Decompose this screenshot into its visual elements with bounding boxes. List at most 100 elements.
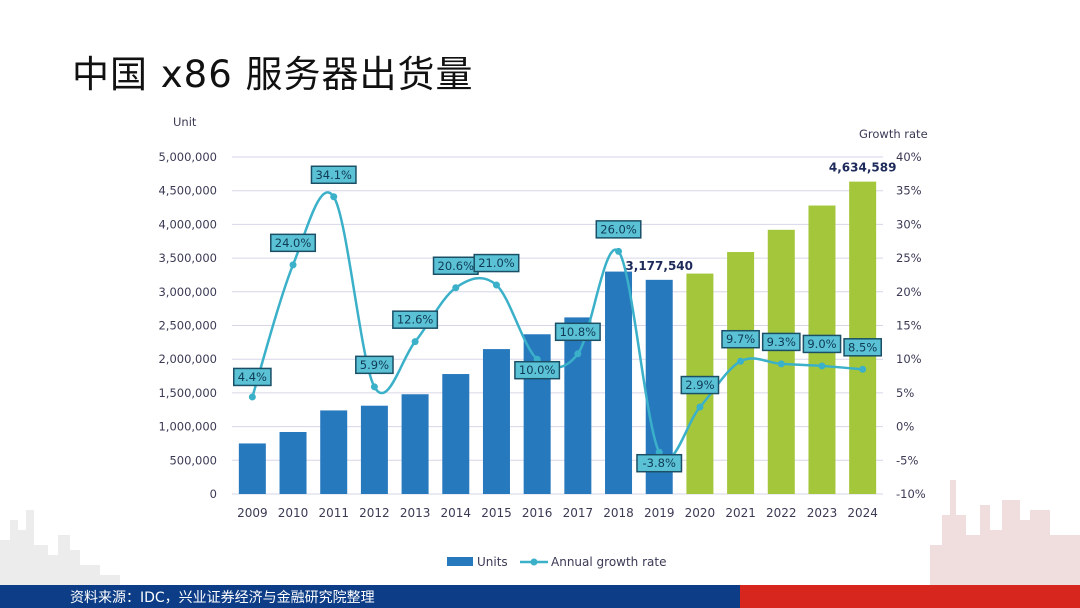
bar-units-2018 — [605, 271, 633, 494]
growth-rate-point-2013 — [411, 338, 419, 346]
right-axis-tick-label: 20% — [896, 285, 922, 299]
x-axis-tick-label: 2010 — [278, 506, 309, 520]
growth-rate-label: 9.7% — [726, 332, 755, 346]
x-axis-tick-label: 2015 — [481, 506, 512, 520]
x-axis-tick-label: 2013 — [400, 506, 431, 520]
bar-units-2013 — [401, 394, 429, 494]
growth-rate-label: 10.8% — [560, 325, 597, 339]
bar-units-2012 — [360, 405, 388, 494]
growth-rate-point-2012 — [370, 383, 378, 391]
growth-rate-label: 12.6% — [397, 313, 434, 327]
skyline-right-decoration — [930, 480, 1080, 585]
x-axis-tick-label: 2021 — [725, 506, 756, 520]
left-axis-tick-label: 2,500,000 — [158, 319, 217, 333]
x-axis-tick-label: 2017 — [563, 506, 594, 520]
growth-rate-point-2020 — [696, 403, 704, 411]
growth-rate-label-box — [392, 310, 439, 329]
growth-rate-point-2017 — [574, 350, 582, 358]
bar-units-2009 — [238, 443, 266, 494]
right-axis-tick-label: -10% — [896, 487, 926, 501]
growth-rate-point-2018 — [615, 247, 623, 255]
growth-rate-label: 9.3% — [767, 335, 796, 349]
x-axis-tick-label: 2009 — [237, 506, 268, 520]
growth-rate-point-2024 — [859, 365, 867, 373]
growth-rate-point-2023 — [818, 362, 826, 370]
growth-rate-point-2015 — [492, 281, 500, 289]
right-axis-tick-label: 10% — [896, 352, 922, 366]
growth-rate-point-2009 — [248, 393, 256, 401]
growth-rate-label: 34.1% — [315, 168, 352, 182]
growth-rate-label-box — [355, 355, 394, 375]
right-axis-tick-label: 0% — [896, 420, 914, 434]
source-note: 资料来源：IDC，兴业证券经济与金融研究院整理 — [70, 590, 375, 606]
growth-rate-label: -3.8% — [643, 456, 676, 470]
left-axis-tick-label: 2,000,000 — [158, 352, 217, 366]
bar-units-2021 — [727, 252, 755, 494]
growth-rate-label-box — [843, 338, 883, 357]
growth-rate-point-2022 — [777, 360, 785, 368]
growth-rate-label: 10.0% — [519, 363, 556, 377]
skyline-left-decoration — [0, 510, 120, 585]
bar-units-2024 — [849, 181, 877, 494]
growth-rate-point-2010 — [289, 261, 297, 269]
bar-units-2015 — [482, 349, 510, 494]
x-axis-tick-label: 2011 — [318, 506, 349, 520]
growth-rate-label: 26.0% — [600, 222, 637, 236]
legend-units-label: Units — [477, 555, 508, 569]
growth-rate-label-box — [761, 332, 801, 352]
x-axis-tick-label: 2023 — [807, 506, 838, 520]
right-axis-tick-label: 35% — [896, 184, 922, 198]
growth-rate-label: 4.4% — [238, 370, 267, 384]
growth-rate-label-box — [802, 334, 842, 354]
x-axis-tick-label: 2014 — [441, 506, 472, 520]
x-axis-tick-label: 2024 — [847, 506, 878, 520]
growth-rate-label: 9.0% — [807, 337, 836, 351]
bar-units-2017 — [564, 317, 592, 494]
x-axis-tick-label: 2020 — [685, 506, 716, 520]
right-axis-tick-label: 25% — [896, 251, 922, 265]
growth-rate-label-box — [514, 360, 561, 380]
growth-rate-point-2011 — [330, 193, 338, 201]
x-axis-tick-label: 2022 — [766, 506, 797, 520]
growth-rate-label: 8.5% — [848, 340, 877, 354]
x-axis-tick-label: 2012 — [359, 506, 390, 520]
growth-rate-label-box — [270, 233, 317, 253]
left-axis-tick-label: 4,500,000 — [158, 184, 217, 198]
footer-accent-bar — [740, 585, 1080, 608]
right-axis-title: Growth rate — [859, 127, 928, 141]
growth-rate-label: 24.0% — [275, 236, 312, 250]
growth-rate-label-box — [473, 253, 520, 273]
bar-units-2014 — [442, 374, 470, 494]
bar-units-2011 — [320, 410, 348, 494]
left-axis-title: Unit — [173, 115, 197, 129]
growth-rate-label-box — [310, 165, 357, 185]
left-axis-tick-label: 1,500,000 — [158, 386, 217, 400]
chart-area: 0 500,000 1,000,000 1,500,000 2,000,000 2,500… — [158, 115, 928, 569]
growth-rate-label-box — [721, 329, 760, 349]
left-axis-tick-label: 1,000,000 — [158, 420, 217, 434]
left-axis-tick-label: 0 — [210, 487, 217, 501]
growth-rate-label-box — [636, 453, 683, 473]
x-axis-tick-label: 2019 — [644, 506, 675, 520]
left-axis-tick-label: 5,000,000 — [158, 150, 217, 164]
right-axis-tick-label: 15% — [896, 319, 922, 333]
right-axis-tick-label: -5% — [896, 453, 918, 467]
growth-rate-label: 5.9% — [360, 358, 389, 372]
bar-value-label: 4,634,589 — [829, 161, 897, 175]
growth-rate-label-box — [232, 367, 272, 387]
growth-rate-label-box — [680, 375, 720, 395]
x-axis-tick-label: 2016 — [522, 506, 553, 520]
left-axis-tick-label: 3,500,000 — [158, 251, 217, 265]
growth-rate-point-2014 — [452, 284, 460, 292]
growth-rate-label: 2.9% — [685, 378, 714, 392]
growth-rate-label-box — [554, 322, 601, 342]
left-axis-tick-label: 3,000,000 — [158, 285, 217, 299]
growth-rate-label: 21.0% — [478, 256, 515, 270]
page-title: 中国 x86 服务器出货量 — [72, 53, 474, 96]
right-axis-tick-label: 40% — [896, 150, 922, 164]
right-axis-tick-label: 30% — [896, 217, 922, 231]
legend-growth-label: Annual growth rate — [551, 555, 666, 569]
growth-rate-label: 20.6% — [438, 259, 475, 273]
left-axis-tick-label: 4,000,000 — [158, 217, 217, 231]
left-axis-tick-label: 500,000 — [169, 453, 217, 467]
